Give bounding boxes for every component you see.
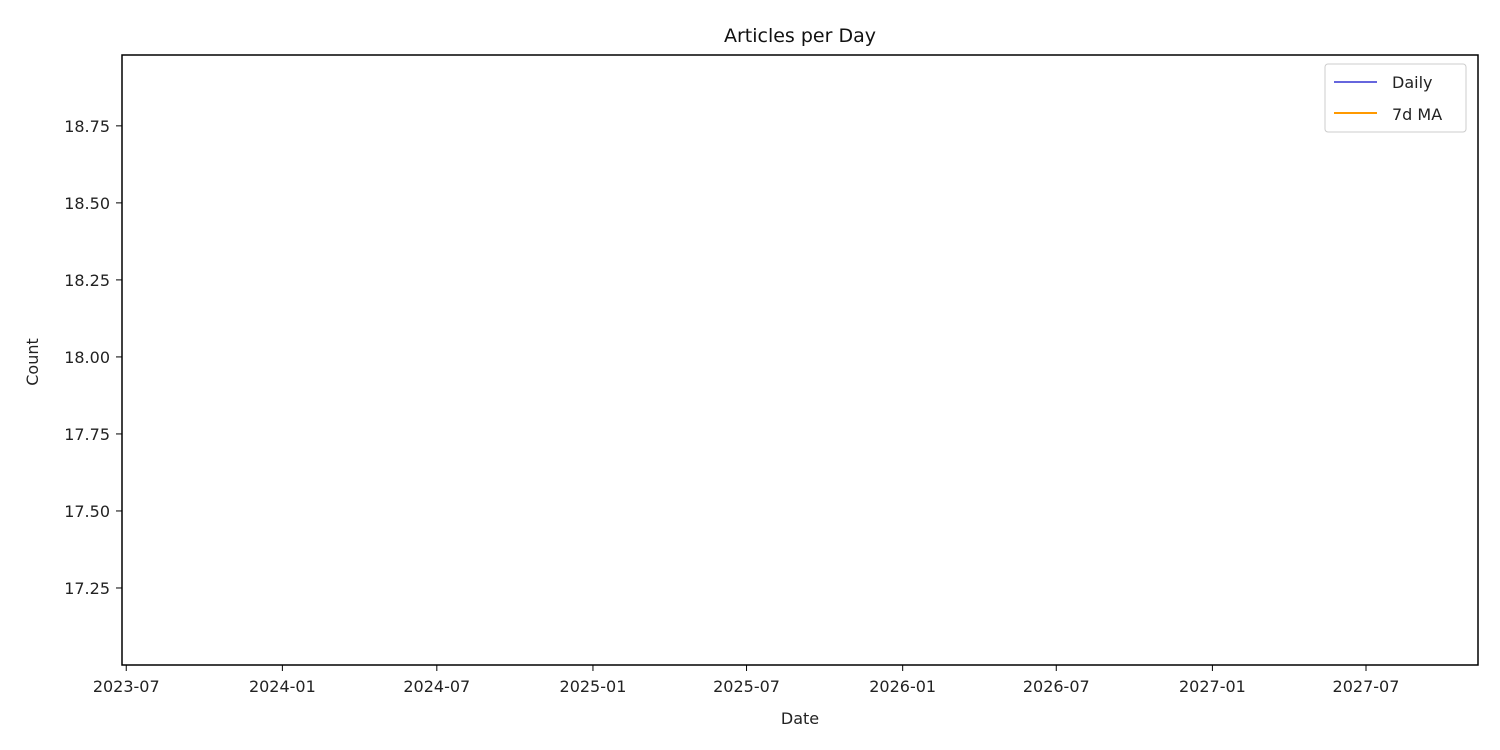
y-tick-label: 18.00 <box>64 348 110 367</box>
y-tick-label: 18.50 <box>64 194 110 213</box>
x-tick-label: 2025-07 <box>713 677 780 696</box>
x-axis-label: Date <box>781 709 819 728</box>
legend-label-7d-ma: 7d MA <box>1392 105 1442 124</box>
legend: Daily 7d MA <box>1324 63 1467 133</box>
y-tick-label: 17.25 <box>64 579 110 598</box>
x-tick-label: 2025-01 <box>560 677 627 696</box>
y-tick-label: 17.50 <box>64 502 110 521</box>
y-axis-ticks: 17.25 17.50 17.75 18.00 18.25 18.50 18.75 <box>64 117 122 598</box>
y-tick-label: 18.75 <box>64 117 110 136</box>
x-tick-label: 2026-07 <box>1023 677 1090 696</box>
chart-title: Articles per Day <box>724 25 876 47</box>
y-tick-label: 17.75 <box>64 425 110 444</box>
x-tick-label: 2024-01 <box>249 677 316 696</box>
x-axis-ticks: 2023-07 2024-01 2024-07 2025-01 2025-07 2026-… <box>93 665 1400 696</box>
x-tick-label: 2026-01 <box>869 677 936 696</box>
x-tick-label: 2027-07 <box>1333 677 1400 696</box>
x-tick-label: 2027-01 <box>1179 677 1246 696</box>
plot-area <box>121 54 1479 666</box>
legend-label-daily: Daily <box>1392 73 1432 92</box>
y-tick-label: 18.25 <box>64 271 110 290</box>
y-axis-label: Count <box>23 338 42 386</box>
x-tick-label: 2024-07 <box>403 677 470 696</box>
x-tick-label: 2023-07 <box>93 677 160 696</box>
